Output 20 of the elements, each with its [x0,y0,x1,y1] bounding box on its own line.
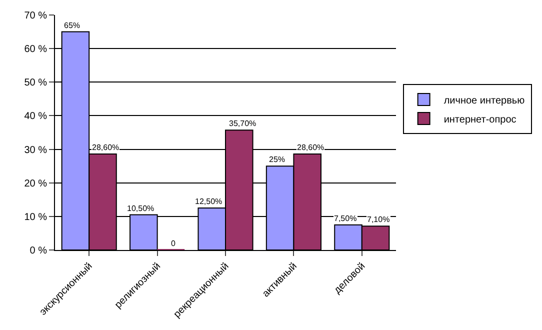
y-tick-label: 10 % [24,212,48,223]
y-tick-label: 30 % [24,144,48,156]
data-label: 12,50% [195,197,222,206]
y-tick-label: 20 % [24,178,48,190]
data-label: 7,10% [367,215,390,224]
data-label: 25% [269,155,286,164]
data-label: 7,50% [334,214,357,223]
legend-label: личное интервью [444,95,526,106]
y-tick-label: 40 % [24,111,48,122]
data-label: 10,50% [127,204,154,213]
y-tick-label: 60 % [24,44,48,56]
data-label: 65% [64,21,80,30]
data-label: 28,60% [92,143,120,152]
data-label: 28,60% [297,143,324,152]
y-tick-label: 0 % [30,246,48,256]
data-label: 35,70% [229,119,256,128]
y-tick-label: 50 % [24,78,48,89]
data-label: 0 [171,239,176,248]
y-tick-label: 70 % [24,10,48,22]
legend-label: интернет-опрос [444,114,516,126]
